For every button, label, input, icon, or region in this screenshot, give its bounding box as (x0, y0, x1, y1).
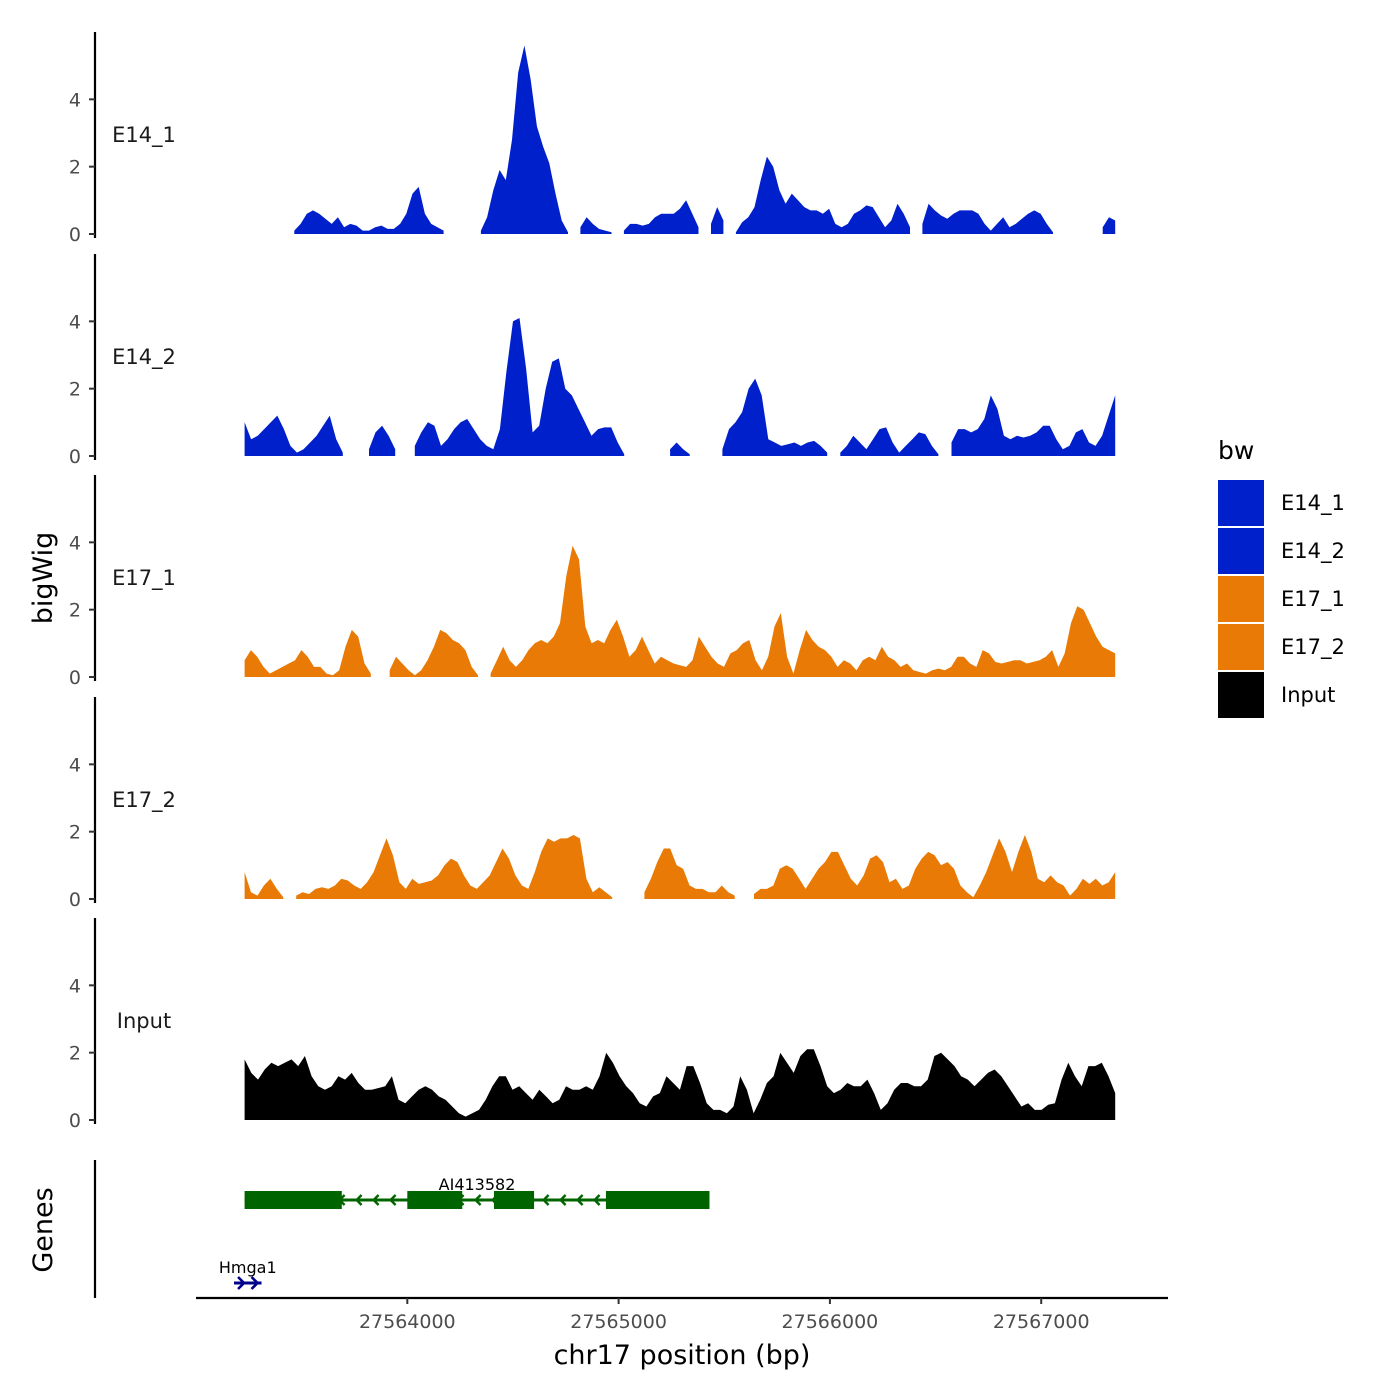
strand-arrow (250, 1276, 260, 1290)
coverage-area (244, 629, 371, 677)
legend-label: E17_1 (1281, 587, 1345, 612)
track-label: E17_1 (112, 566, 176, 591)
legend-swatch (1218, 624, 1264, 670)
x-tick-label: 27564000 (359, 1311, 456, 1333)
coverage-area (580, 217, 612, 234)
coverage-area (951, 395, 1116, 456)
coverage-area (414, 318, 625, 456)
y-tick-label: 4 (69, 975, 81, 997)
coverage-area (922, 203, 1053, 234)
strand-arrow (388, 1194, 397, 1206)
gene-label: Hmga1 (219, 1258, 277, 1277)
genes-axis-title: Genes (28, 1187, 59, 1272)
strand-arrow (371, 1194, 380, 1206)
y-tick-label: 0 (69, 667, 81, 689)
track-label: Input (117, 1009, 171, 1033)
coverage-area (480, 45, 568, 234)
legend-label: E14_2 (1281, 539, 1345, 564)
coverage-area (294, 186, 444, 234)
y-tick-label: 0 (69, 446, 81, 468)
x-axis-title: chr17 position (bp) (554, 1340, 811, 1371)
gene: AI413582 (244, 1175, 710, 1209)
legend: bw E14_1 E14_2 E17_1 E17_2 Input (1218, 436, 1345, 718)
track-panel: 0 2 4 E14_2 (69, 254, 1116, 468)
gene-label: AI413582 (439, 1175, 516, 1194)
coverage-area (389, 629, 478, 677)
coverage-area (644, 848, 735, 899)
y-tick-label: 0 (69, 889, 81, 911)
x-tick-label: 27565000 (570, 1311, 667, 1333)
coverage-area (722, 378, 828, 456)
y-tick-label: 4 (69, 311, 81, 333)
strand-arrow (575, 1194, 584, 1206)
strand-arrow (541, 1194, 550, 1206)
strand-arrow (473, 1194, 482, 1206)
gene-exon (244, 1191, 342, 1209)
coverage-area (369, 425, 396, 456)
legend-title: bw (1218, 436, 1254, 465)
track-panel: 0 2 4 E14_1 (69, 32, 1116, 246)
x-tick-label: 27566000 (782, 1311, 879, 1333)
coverage-area (623, 200, 699, 234)
y-tick-label: 4 (69, 754, 81, 776)
track-panel: 0 2 4 Input (69, 918, 1116, 1132)
strand-arrow (354, 1194, 363, 1206)
y-tick-label: 2 (69, 1043, 81, 1065)
y-tick-label: 0 (69, 224, 81, 246)
x-tick-label: 27567000 (993, 1311, 1090, 1333)
legend-label: Input (1281, 683, 1335, 707)
coverage-area (754, 835, 1116, 899)
coverage-area (735, 156, 910, 234)
coverage-area (244, 1049, 1116, 1120)
y-tick-label: 2 (69, 157, 81, 179)
legend-label: E14_1 (1281, 491, 1345, 516)
y-tick-label: 2 (69, 600, 81, 622)
y-tick-label: 2 (69, 822, 81, 844)
legend-swatch (1218, 672, 1264, 718)
legend-swatch (1218, 576, 1264, 622)
track-panel: 0 2 4 E17_2 (69, 697, 1116, 911)
track-label: E14_2 (112, 345, 176, 370)
x-axis: 27564000 27565000 27566000 27567000 (196, 1296, 1168, 1333)
strand-arrow (237, 1276, 246, 1290)
genes-panel: AI413582 Hmga1 (93, 1160, 710, 1298)
y-tick-label: 0 (69, 1110, 81, 1132)
coverage-area (1102, 217, 1116, 234)
coverage-area (711, 207, 724, 234)
gene: Hmga1 (219, 1258, 277, 1290)
gene-exon (605, 1191, 710, 1209)
track-label: E17_2 (112, 788, 176, 813)
coverage-area (490, 545, 1116, 677)
gene-exon (493, 1191, 535, 1209)
coverage-area (670, 442, 690, 456)
y-tick-label: 4 (69, 89, 81, 111)
track-label: E14_1 (112, 123, 176, 148)
legend-swatch (1218, 528, 1264, 574)
gene-exon (407, 1191, 463, 1209)
legend-label: E17_2 (1281, 635, 1345, 660)
bigwig-panels: 0 2 4 E14_1 0 2 4 E14_2 0 2 4 E17_1 0 2 4 E17_2 0 2 4 Input (69, 32, 1116, 1132)
strand-arrow (558, 1194, 567, 1206)
coverage-area (244, 872, 284, 899)
legend-swatch (1218, 480, 1264, 526)
track-panel: 0 2 4 E17_1 (69, 475, 1116, 689)
coverage-area (244, 415, 343, 456)
coverage-area (840, 427, 939, 456)
coverage-area (296, 835, 613, 899)
y-tick-label: 2 (69, 379, 81, 401)
strand-arrow (592, 1194, 601, 1206)
y-tick-label: 4 (69, 532, 81, 554)
y-axis-title: bigWig (28, 532, 59, 625)
